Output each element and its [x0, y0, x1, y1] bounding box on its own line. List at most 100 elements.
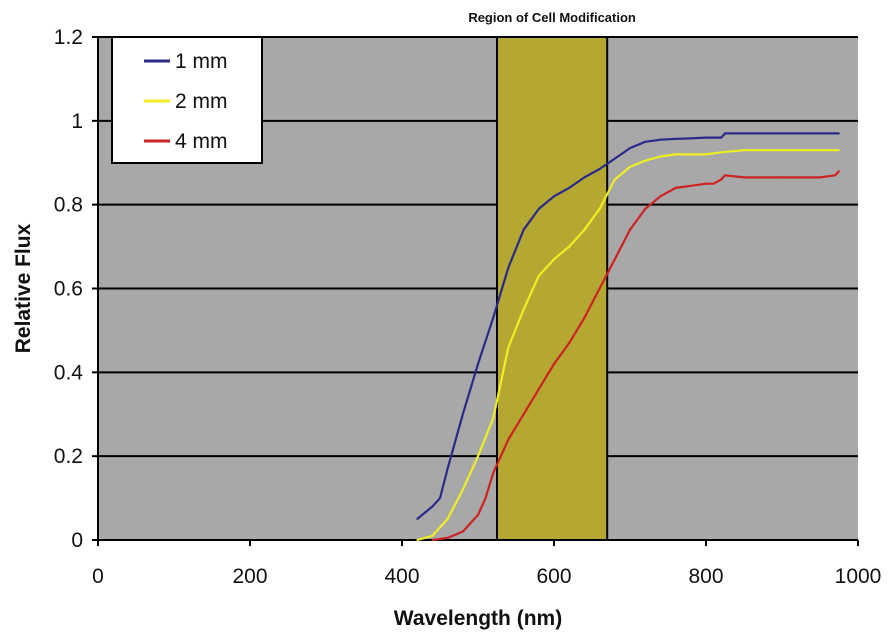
x-tick-label: 800: [688, 565, 723, 588]
legend-box: [111, 36, 263, 164]
series-point: [598, 207, 601, 210]
x-tick-label: 1000: [835, 565, 882, 588]
series-point: [477, 513, 479, 516]
series-point: [507, 266, 510, 269]
series-point: [689, 184, 692, 187]
chart-marks: [416, 36, 840, 542]
series-point: [629, 166, 631, 168]
series-point: [492, 417, 495, 420]
x-axis-title: Wavelength (nm): [394, 607, 562, 630]
series-point: [712, 182, 715, 185]
series-point: [522, 308, 525, 311]
series-point: [492, 472, 495, 474]
series-point: [431, 505, 434, 508]
series-point: [568, 342, 571, 344]
series-point: [461, 488, 464, 491]
series-point: [446, 518, 449, 520]
series-point: [553, 195, 555, 198]
y-axis-ticks: 0 0.2 0.4 0.6 0.8 1 1.2: [54, 26, 98, 552]
series-point: [537, 207, 540, 210]
y-tick-label: 0.2: [54, 445, 83, 468]
series-point: [689, 137, 692, 140]
series-point: [598, 287, 601, 290]
series-point: [819, 176, 821, 179]
series-point: [522, 413, 525, 416]
series-point: [477, 363, 479, 365]
series-point: [743, 132, 745, 135]
legend-label: 4 mm: [175, 130, 228, 153]
series-point: [838, 170, 840, 173]
series-point: [659, 138, 662, 141]
series-point: [629, 228, 631, 231]
x-tick-label: 600: [536, 565, 571, 588]
series-point: [583, 316, 586, 319]
series-point: [644, 159, 647, 162]
series-point: [720, 136, 723, 139]
y-tick-label: 0.8: [54, 194, 83, 217]
series-point: [674, 137, 677, 140]
series-point: [819, 132, 821, 135]
series-point: [705, 153, 707, 156]
y-tick-label: 1.2: [54, 26, 83, 49]
y-axis-title: Relative Flux: [12, 223, 35, 353]
series-point: [507, 438, 510, 441]
series-point: [507, 346, 510, 349]
series-point: [613, 157, 616, 160]
x-tick-label: 200: [232, 565, 267, 588]
series-point: [446, 467, 449, 470]
series-point: [838, 149, 840, 152]
series-point: [781, 132, 783, 135]
y-tick-label: 0.6: [54, 278, 83, 301]
series-point: [537, 275, 540, 277]
region-label: Region of Cell Modification: [468, 10, 636, 25]
series-point: [743, 149, 745, 152]
legend-label: 1 mm: [175, 50, 228, 73]
series-point: [431, 539, 434, 541]
series-point: [537, 388, 540, 390]
series-point: [720, 178, 723, 181]
series-point: [781, 149, 783, 152]
legend: 1 mm 2 mm 4 mm: [111, 36, 263, 164]
series-point: [781, 176, 783, 179]
series-point: [477, 455, 479, 458]
series-point: [553, 258, 555, 261]
legend-label: 2 mm: [175, 90, 228, 113]
series-point: [705, 182, 707, 185]
series-point: [834, 174, 837, 177]
series-point: [446, 537, 449, 539]
series-point: [613, 178, 616, 181]
series-point: [484, 497, 487, 499]
series-point: [644, 140, 647, 143]
series-point: [674, 187, 677, 189]
series-point: [416, 518, 419, 520]
series-point: [461, 413, 464, 416]
y-tick-label: 0.4: [54, 361, 84, 384]
series-point: [720, 151, 723, 154]
series-point: [629, 147, 631, 149]
series-point: [743, 176, 745, 179]
series-point: [838, 132, 840, 135]
series-point: [492, 316, 495, 319]
series-point: [431, 534, 434, 537]
x-axis-ticks: 0 200 400 600 800 1000: [92, 540, 881, 588]
series-point: [819, 149, 821, 152]
series-point: [568, 187, 571, 189]
x-tick-label: 0: [92, 565, 104, 588]
series-point: [724, 132, 726, 135]
series-point: [644, 207, 647, 210]
series-point: [674, 153, 677, 156]
series-point: [598, 168, 601, 170]
series-line-4-mm: [432, 170, 840, 542]
series-point: [461, 530, 464, 533]
y-tick-label: 1: [71, 110, 83, 133]
series-point: [689, 153, 692, 156]
series-point: [568, 245, 571, 248]
series-point: [583, 176, 586, 179]
series-point: [724, 174, 726, 177]
series-point: [583, 228, 586, 231]
region-rectangle: [496, 36, 609, 541]
series-point: [522, 228, 525, 231]
x-tick-label: 400: [384, 565, 419, 588]
series-point: [416, 539, 419, 541]
